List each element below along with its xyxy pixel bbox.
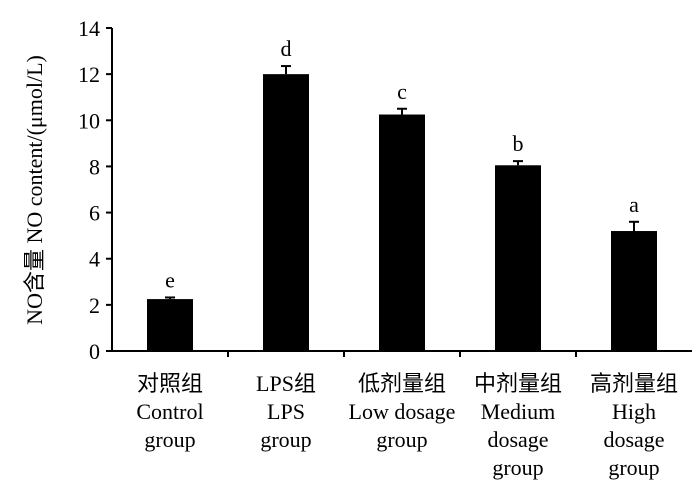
x-category-label: group [376,427,427,452]
x-category-label: 高剂量组 [590,371,678,396]
x-category-label: group [492,455,543,480]
x-category-label: LPS [267,399,305,424]
x-category-label: Low dosage [349,399,456,424]
bar [147,299,193,351]
significance-label: d [281,36,292,61]
significance-label: e [165,267,175,292]
y-tick-label: 8 [89,154,100,179]
x-category-label: dosage [603,427,664,452]
y-axis-title-group: NO含量 NO content/(μmol/L) [22,55,47,325]
significance-label: b [513,131,524,156]
bar [611,231,657,351]
axes: 0 2 4 6 8 10 12 14 [78,16,692,364]
y-tick-label: 0 [89,339,100,364]
bar [263,74,309,352]
bar [495,165,541,351]
y-axis-title: NO含量 NO content/(μmol/L) [22,55,47,325]
y-tick-label: 6 [89,201,100,226]
x-category-label: LPS组 [256,371,316,396]
x-category-label: 低剂量组 [358,371,446,396]
x-category-label: 对照组 [137,371,203,396]
y-tick-label: 2 [89,293,100,318]
x-category-label: High [612,399,656,424]
significance-label: c [397,79,407,104]
x-category-label: group [608,455,659,480]
bars: e d c b a [147,36,657,352]
y-tick-label: 12 [78,62,100,87]
y-tick-label: 10 [78,108,100,133]
bar [379,114,425,352]
x-category-label: 中剂量组 [474,371,562,396]
significance-label: a [629,192,639,217]
y-tick-label: 4 [89,247,100,272]
x-category-label: group [144,427,195,452]
x-category-label: Medium [481,399,556,424]
x-category-label: dosage [487,427,548,452]
x-category-label: Control [136,399,203,424]
x-category-label: group [260,427,311,452]
category-labels: 对照组 Control group LPS组 LPS group 低剂量组 Low dosag… [136,371,678,480]
y-tick-label: 14 [78,16,100,41]
